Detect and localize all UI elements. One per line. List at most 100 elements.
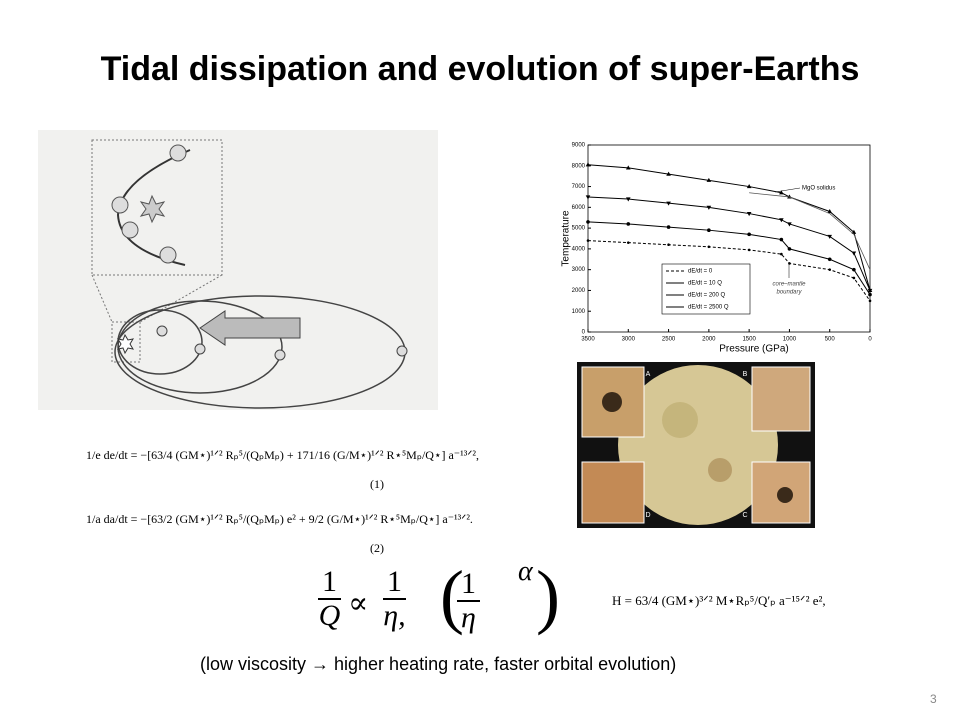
zoom-box <box>111 321 141 363</box>
slide-title: Tidal dissipation and evolution of super… <box>100 50 860 88</box>
migration-arrow <box>199 310 301 346</box>
solidus-line <box>749 192 871 270</box>
planet <box>274 349 286 361</box>
point <box>706 205 712 210</box>
io-volcano <box>777 487 793 503</box>
legend-box <box>661 263 751 315</box>
legend-label: dE/dt = 200 Q <box>688 293 726 299</box>
planet <box>159 246 177 264</box>
y-tick-label: 6000 <box>572 205 586 211</box>
equation: H = 63/4 (GM⋆)³ᐟ² M⋆Rₚ⁵/Q′ₚ a⁻¹⁵ᐟ² e², <box>612 593 826 608</box>
y-tick-label: 3000 <box>572 267 586 273</box>
series-line <box>587 196 871 291</box>
point <box>852 276 856 280</box>
legend-label: dE/dt = 10 Q <box>688 281 722 287</box>
point <box>667 243 670 247</box>
y-tick-label: 7000 <box>572 184 586 190</box>
point <box>586 239 590 242</box>
star <box>139 194 166 224</box>
caption: (low viscosity → higher heating rate, fa… <box>200 654 677 674</box>
point <box>868 292 872 297</box>
orbit <box>117 309 203 375</box>
diagram-background <box>38 130 438 410</box>
point <box>867 287 873 293</box>
equation-number: (1) <box>370 477 384 491</box>
point <box>585 195 591 200</box>
point <box>625 165 631 170</box>
point <box>787 247 792 251</box>
point <box>666 171 671 176</box>
x-tick-label: 0 <box>868 337 872 343</box>
point <box>827 208 833 214</box>
annotation: boundary <box>776 290 802 296</box>
point <box>868 299 872 303</box>
point <box>707 228 711 232</box>
y-tick-label: 1000 <box>572 309 586 315</box>
proportional: ∝ <box>348 586 369 621</box>
point <box>626 241 630 244</box>
point <box>852 267 856 272</box>
point <box>780 252 783 256</box>
panel-label: B <box>743 371 748 378</box>
point <box>779 190 784 195</box>
io-inset <box>751 461 811 524</box>
point <box>747 248 751 252</box>
planet <box>111 196 129 214</box>
point <box>747 232 751 237</box>
point <box>625 197 631 202</box>
x-tick-label: 3500 <box>581 337 595 343</box>
io-volcano <box>602 392 622 412</box>
y-tick-label: 9000 <box>572 143 586 149</box>
numerator: 1 <box>383 566 406 600</box>
point <box>779 218 784 223</box>
io-globe <box>618 365 778 525</box>
point <box>707 245 711 249</box>
io-inset <box>581 461 645 524</box>
exponent: α <box>518 556 533 587</box>
panel-label: C <box>742 512 747 519</box>
zoom-line <box>91 274 113 323</box>
point <box>788 262 791 265</box>
annotation: MgO solidus <box>802 186 835 192</box>
legend-label: dE/dt = 2500 Q <box>688 305 729 311</box>
orbit-arc <box>116 149 191 266</box>
panel-label: D <box>645 512 650 519</box>
point <box>706 177 712 182</box>
point <box>666 201 671 206</box>
point <box>827 234 833 239</box>
y-tick-label: 5000 <box>572 226 586 232</box>
y-tick-label: 8000 <box>572 163 586 169</box>
denominator: Q <box>318 599 341 632</box>
denominator: η <box>461 601 476 634</box>
annotation: core–mantle <box>772 282 806 288</box>
point <box>746 184 752 189</box>
series-line <box>587 240 871 302</box>
denominator: η, <box>383 599 406 632</box>
io-feature <box>662 402 698 438</box>
page-number: 3 <box>930 692 937 706</box>
x-tick-label: 500 <box>825 337 836 343</box>
point <box>626 222 631 226</box>
planet <box>156 325 168 337</box>
annotation-line <box>774 187 801 193</box>
point <box>585 162 591 167</box>
point <box>586 220 590 224</box>
planet <box>121 221 139 239</box>
point <box>779 237 784 242</box>
numerator: 1 <box>457 568 480 602</box>
paren: ( ) <box>440 556 560 636</box>
point <box>828 268 832 271</box>
x-tick-label: 3000 <box>622 337 636 343</box>
numerator: 1 <box>318 566 341 600</box>
panel-label: A <box>646 371 651 378</box>
point <box>746 211 752 217</box>
point <box>827 257 832 262</box>
planet <box>169 144 187 162</box>
x-axis-label: Pressure (GPa) <box>719 344 788 355</box>
equation: 1/a da/dt = −[63/2 (GM⋆)¹ᐟ² Rₚ⁵/(QₚMₚ) e… <box>86 512 473 526</box>
io-feature <box>708 458 732 482</box>
inset-box <box>91 139 223 276</box>
x-tick-label: 2500 <box>662 337 676 343</box>
